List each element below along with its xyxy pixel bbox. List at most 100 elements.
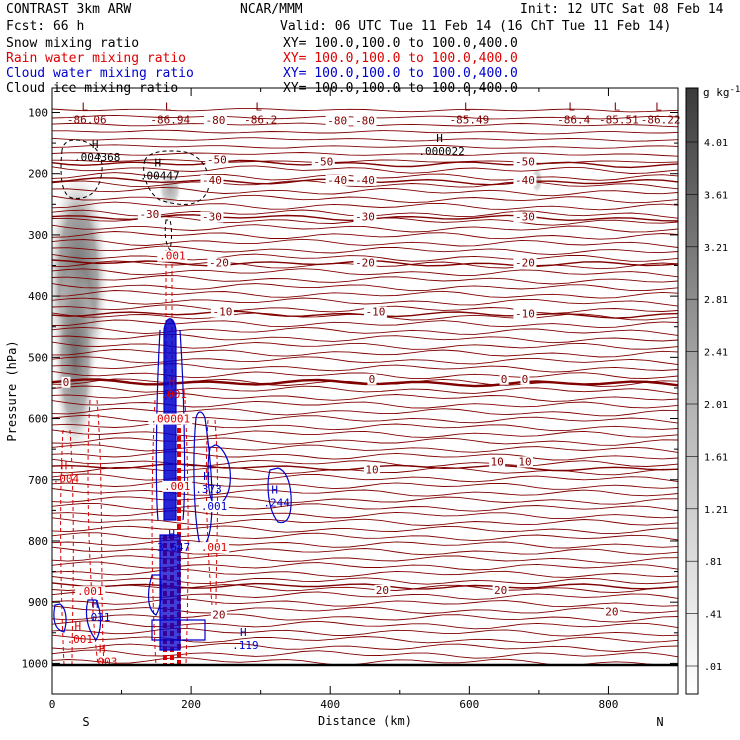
extremum-value: -85.49 xyxy=(449,114,489,127)
temp-label: -20 xyxy=(355,256,375,269)
temp-label: -80 xyxy=(327,114,347,127)
label-background xyxy=(492,584,509,596)
temp-contour xyxy=(52,408,678,417)
extremum-value: .244 xyxy=(263,496,290,509)
colorbar-unit: g kg-1 xyxy=(703,85,740,99)
temp-contour xyxy=(52,613,678,623)
label-background xyxy=(363,306,387,318)
label-background xyxy=(520,373,530,385)
legend-label: Cloud water mixing ratio xyxy=(6,66,194,81)
extremum-value: .031 xyxy=(84,611,111,624)
colorbar-label: 2.81 xyxy=(704,295,728,306)
temp-label: 0 xyxy=(369,373,376,386)
extremum-value: .373 xyxy=(195,483,222,496)
temp-contour xyxy=(52,414,678,424)
temp-contour xyxy=(52,496,678,505)
temp-contour xyxy=(52,297,678,307)
rain-contour xyxy=(184,399,189,666)
y-tick-label: 500 xyxy=(28,351,48,364)
extremum-value: -86.22 xyxy=(641,114,681,127)
temp-contour xyxy=(52,180,678,190)
label-background xyxy=(353,211,377,223)
cloud-water-contour xyxy=(155,329,161,521)
rain-contour xyxy=(69,429,74,666)
temp-contour xyxy=(52,605,678,614)
y-tick-label: 700 xyxy=(28,474,48,487)
temp-contour-labeled xyxy=(52,159,678,169)
label-background xyxy=(513,174,537,186)
y-tick-label: 400 xyxy=(28,290,48,303)
label-background xyxy=(513,156,537,168)
y-tick-label: 200 xyxy=(28,168,48,181)
extremum-value: -86.06 xyxy=(67,114,107,127)
label-background xyxy=(162,480,193,492)
legend-xy: XY= 100.0,100.0 to 100.0,400.0 xyxy=(283,36,518,51)
temp-contour xyxy=(52,238,678,248)
temp-contour xyxy=(52,590,678,600)
temp-label: 0 xyxy=(501,373,508,386)
label-background xyxy=(200,211,224,223)
extremum-value: .119 xyxy=(232,639,259,652)
extremum-value: .001 xyxy=(67,633,94,646)
ice-contour xyxy=(143,150,210,205)
temp-contour xyxy=(52,186,678,197)
temp-contour xyxy=(52,349,678,358)
extremum-mark: H xyxy=(92,138,99,151)
x-axis-label: Distance (km) xyxy=(318,714,412,728)
temp-contour xyxy=(52,290,678,299)
extremum-mark: H xyxy=(271,483,278,496)
extremum-value: 3.647 xyxy=(157,541,190,554)
temp-contour xyxy=(52,546,678,556)
cloud-water-contour xyxy=(179,329,186,521)
label-background xyxy=(513,308,537,320)
extremum-value: .003 xyxy=(91,655,118,668)
plot-frame xyxy=(51,87,679,695)
label-background xyxy=(513,211,537,223)
temp-contour xyxy=(52,231,678,240)
temp-contour xyxy=(52,502,678,512)
label-background xyxy=(148,413,193,425)
y-tick-label: 300 xyxy=(28,229,48,242)
temp-contour xyxy=(52,525,678,535)
extremum-mark: H xyxy=(203,470,210,483)
extremum-mark: H xyxy=(75,620,82,633)
temp-contour xyxy=(52,341,678,350)
label-background xyxy=(61,376,71,388)
temp-label: 0 xyxy=(522,373,529,386)
colorbar-unit-exponent: -1 xyxy=(730,85,740,95)
cloud-water-contour xyxy=(147,574,162,616)
extremum-mark: H xyxy=(436,132,443,145)
extremum-mark: L xyxy=(614,101,621,114)
forecast-hour: Fcst: 66 h xyxy=(6,19,84,34)
colorbar-unit-text: g kg xyxy=(703,86,730,99)
temp-contour xyxy=(52,107,678,113)
colorbar-label: .81 xyxy=(704,557,722,568)
temp-contour xyxy=(52,275,678,285)
label-background xyxy=(353,115,377,127)
y-axis-label: Pressure (hPa) xyxy=(5,340,19,441)
contour-label: .001 xyxy=(201,541,228,554)
contour-label: .001 xyxy=(77,585,104,598)
temp-contour xyxy=(52,510,678,520)
temp-label: -40 xyxy=(202,174,222,187)
label-background xyxy=(353,257,377,269)
temp-contour-labeled xyxy=(52,378,678,388)
label-background xyxy=(200,174,224,186)
temp-label: 20 xyxy=(376,584,389,597)
temp-contour xyxy=(52,488,678,497)
temp-contour xyxy=(52,392,678,402)
temp-contour xyxy=(52,620,678,630)
temp-label: -50 xyxy=(515,155,535,168)
temp-contour xyxy=(52,144,678,149)
extremum-mark: L xyxy=(464,101,471,114)
colorbar-fill xyxy=(685,87,699,695)
temp-label: -30 xyxy=(515,211,535,224)
extremum-mark: H xyxy=(99,642,106,655)
temp-contour xyxy=(52,385,678,395)
temp-label: 10 xyxy=(365,463,378,476)
temp-label: -40 xyxy=(515,174,535,187)
temp-contour xyxy=(52,268,678,278)
extremum-mark: L xyxy=(81,101,88,114)
temp-contour xyxy=(52,532,678,542)
cloud-water-contour xyxy=(53,603,67,633)
